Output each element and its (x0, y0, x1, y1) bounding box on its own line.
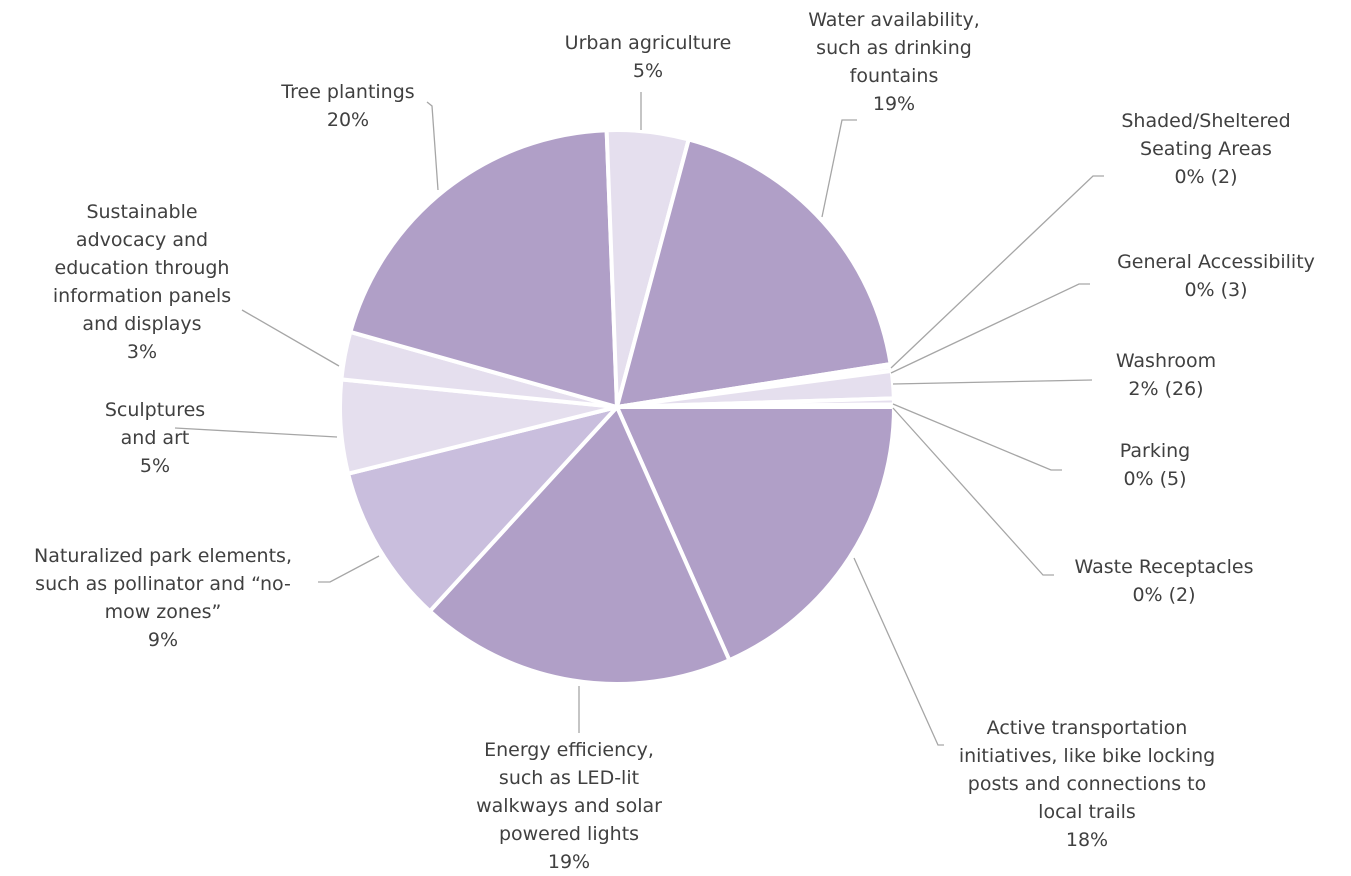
label-sculpt-line-3: 5% (139, 455, 171, 477)
label-natural: Naturalized park elements, such as pollin… (34, 542, 292, 654)
label-tree-line-2: 20% (326, 109, 370, 131)
label-active-line-1: Active transportation (986, 717, 1188, 739)
leader-tree (426, 101, 439, 191)
leader-lines (174, 92, 1104, 746)
label-energy-line-1: Energy efficiency, (484, 739, 654, 761)
label-sculpt-line-2: and art (120, 427, 190, 449)
label-energy: Energy efficiency, such as LED-lit walkway… (476, 736, 662, 876)
label-urban: Urban agriculture 5% (565, 29, 732, 85)
label-urban-line-2: 5% (632, 60, 664, 82)
label-natural-line-3: mow zones” (104, 601, 222, 623)
label-urban-line-1: Urban agriculture (564, 32, 732, 54)
pie-slices (338, 128, 897, 686)
label-advocacy-line-1: Sustainable (86, 201, 198, 223)
label-energy-line-5: 19% (547, 851, 591, 873)
label-water-line-3: fountains (849, 65, 939, 87)
leader-waste (892, 407, 1054, 576)
pie-slice-6 (347, 128, 620, 410)
label-shaded-line-3: 0% (2) (1174, 166, 1238, 188)
label-advocacy-line-6: 3% (126, 341, 158, 363)
label-sculpt-line-1: Sculptures (104, 399, 206, 421)
leader-shaded (890, 175, 1104, 369)
label-energy-line-4: powered lights (498, 823, 640, 845)
label-washroom: Washroom 2% (26) (1116, 347, 1216, 403)
label-advocacy-line-2: advocacy and (75, 229, 209, 251)
label-sculpt: Sculptures and art 5% (105, 396, 205, 480)
leader-active (853, 557, 944, 746)
label-energy-line-2: such as LED-lit (498, 767, 640, 789)
leader-water (821, 119, 857, 218)
label-water-line-2: such as drinking (816, 37, 972, 59)
leader-washroom (892, 379, 1093, 385)
label-shaded-line-1: Shaded/Sheltered (1121, 110, 1291, 132)
label-active-line-4: local trails (1038, 801, 1136, 823)
leader-natural (318, 555, 380, 583)
label-advocacy-line-5: and displays (82, 313, 202, 335)
label-active-line-2: initiatives, like bike locking (958, 745, 1216, 767)
label-water: Water availability, such as drinking fount… (808, 6, 980, 118)
leader-sculpt (174, 427, 338, 438)
pie-slice-8 (614, 136, 893, 410)
label-parking-line-1: Parking (1119, 440, 1191, 462)
label-natural-line-1: Naturalized park elements, (34, 545, 292, 567)
label-active-line-5: 18% (1065, 829, 1109, 851)
label-waste-line-1: Waste Receptacles (1074, 556, 1254, 578)
label-waste-line-2: 0% (2) (1132, 584, 1196, 606)
label-parking-line-2: 0% (5) (1123, 468, 1187, 490)
label-water-line-4: 19% (872, 93, 916, 115)
label-water-line-1: Water availability, (808, 9, 980, 31)
label-waste: Waste Receptacles 0% (2) (1075, 553, 1254, 609)
leader-parking (892, 403, 1062, 471)
label-washroom-line-2: 2% (26) (1128, 378, 1204, 400)
label-active: Active transportation initiatives, like b… (959, 714, 1215, 854)
label-access: General Accessibility 0% (3) (1117, 248, 1315, 304)
label-advocacy-line-3: education through (54, 257, 230, 279)
label-advocacy: Sustainable advocacy and education through… (53, 198, 231, 366)
label-shaded: Shaded/Sheltered Seating Areas 0% (2) (1121, 107, 1290, 191)
pie-slice-13 (616, 402, 897, 409)
label-active-line-3: posts and connections to (967, 773, 1207, 795)
leader-advocacy (241, 309, 340, 367)
label-access-line-1: General Accessibility (1117, 251, 1315, 273)
label-shaded-line-2: Seating Areas (1140, 138, 1272, 160)
leader-access (890, 283, 1090, 374)
label-parking: Parking 0% (5) (1120, 437, 1190, 493)
pie-slice-2 (427, 403, 732, 686)
label-energy-line-3: walkways and solar (476, 795, 662, 817)
label-washroom-line-1: Washroom (1115, 350, 1217, 372)
pie-slice-1 (613, 405, 897, 663)
label-tree-line-1: Tree plantings (281, 81, 415, 103)
label-advocacy-line-4: information panels (52, 285, 232, 307)
label-access-line-2: 0% (3) (1184, 279, 1248, 301)
label-natural-line-2: such as pollinator and “no- (35, 573, 291, 595)
label-tree: Tree plantings 20% (281, 78, 414, 134)
label-natural-line-4: 9% (147, 629, 179, 651)
